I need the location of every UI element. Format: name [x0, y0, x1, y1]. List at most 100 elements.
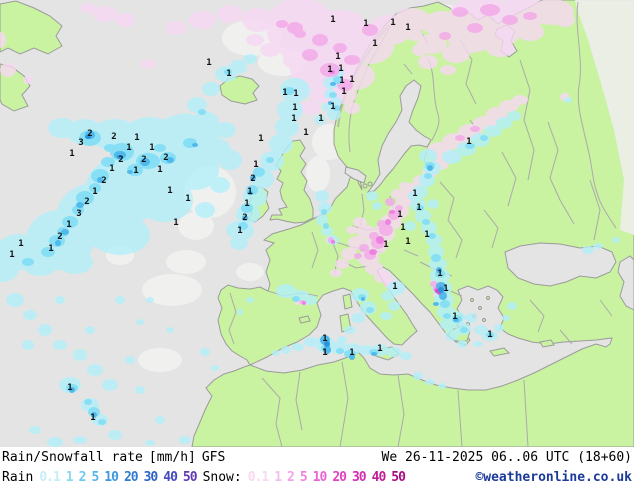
aegean-island [486, 296, 490, 300]
precip-value-label: 1 [322, 348, 327, 358]
scale-value: 40 [163, 469, 178, 485]
precip-value-label: 1 [466, 137, 471, 147]
precip-value-label: 1 [330, 102, 335, 112]
precip-value-label: 1 [69, 149, 74, 159]
precip-value-label: 1 [134, 133, 139, 143]
scale-value: 1 [65, 469, 74, 485]
snow-scale-label: Snow: [202, 469, 242, 485]
scale-value: 20 [332, 469, 347, 485]
precip-value-label: 1 [322, 334, 327, 344]
mallorca [298, 315, 311, 324]
rain-heavy-areas [55, 82, 459, 418]
precip-value-label: 1 [412, 189, 417, 199]
precip-value-label: 1 [452, 312, 457, 322]
cyprus [539, 339, 555, 348]
precip-value-label: 1 [372, 39, 377, 49]
scale-value: 30 [143, 469, 159, 485]
precip-value-label: 1 [339, 76, 344, 86]
precip-value-label: 1 [437, 269, 442, 279]
map-datetime: We 26-11-2025 06..06 UTC (18+60) [381, 449, 632, 465]
pale-east-region [575, 0, 634, 235]
precip-value-label: 1 [206, 58, 211, 68]
aegean-island [482, 318, 486, 322]
map-title: Rain/Snowfall rate [2, 449, 143, 465]
precip-value-label: 1 [66, 220, 71, 230]
precip-value-label: 2 [84, 197, 89, 207]
corsica [342, 293, 353, 310]
snow-scale-values: 0.1 1 2 5 10 20 30 40 50 [247, 469, 406, 485]
precip-value-label: 1 [226, 69, 231, 79]
precip-value-label: 2 [101, 176, 106, 186]
precip-value-label: 1 [330, 15, 335, 25]
precip-value-label: 1 [282, 88, 287, 98]
skagerrak-sea [344, 166, 367, 184]
greenland-northeast [0, 0, 63, 55]
precip-value-label: 1 [392, 282, 397, 292]
scale-value: 5 [91, 469, 99, 485]
precip-value-label: 1 [397, 210, 402, 220]
precip-value-label: 1 [109, 164, 114, 174]
precip-value-label: 1 [9, 250, 14, 260]
precip-value-label: 1 [185, 194, 190, 204]
precip-value-label: 2 [250, 174, 255, 184]
precip-value-label: 1 [318, 114, 323, 124]
danish-isle [362, 183, 368, 189]
precip-value-label: 1 [67, 383, 72, 393]
rain-light-areas [0, 54, 620, 447]
precip-value-label: 2 [87, 129, 92, 139]
precip-value-label: 1 [303, 128, 308, 138]
precip-value-label: 1 [349, 348, 354, 358]
scale-value: 2 [287, 469, 295, 485]
precip-value-label: 1 [338, 64, 343, 74]
precip-value-label: 3 [78, 138, 83, 148]
precip-value-label: 1 [157, 165, 162, 175]
precip-value-label: 3 [76, 209, 81, 219]
aegean-island [470, 298, 474, 302]
precip-value-label: 1 [341, 87, 346, 97]
scale-value: 10 [104, 469, 119, 485]
precip-value-label: 1 [327, 65, 332, 75]
precip-value-label: 1 [291, 114, 296, 124]
precip-value-label: 1 [383, 240, 388, 250]
precip-value-label: 1 [363, 19, 368, 29]
precip-value-label: 2 [242, 213, 247, 223]
precip-value-label: 1 [443, 284, 448, 294]
legend-scale-row: Rain 0.1 1 2 5 10 20 30 40 50 Snow: 0.1 1 2 5 10 20 30… [0, 467, 634, 487]
precip-value-label: 1 [92, 187, 97, 197]
scale-value: 0.1 [39, 469, 61, 485]
baltic-sea [366, 79, 432, 193]
map-units: [mm/h] [148, 449, 196, 465]
scale-value: 10 [312, 469, 328, 485]
precip-value-label: 1 [253, 160, 258, 170]
rain-intense-areas [85, 135, 444, 347]
danish-isle [367, 181, 373, 187]
sea-overlays [248, 24, 634, 391]
precip-value-label: 1 [405, 237, 410, 247]
precip-value-label: 1 [400, 223, 405, 233]
scale-value: 40 [371, 469, 387, 485]
aegean-island [478, 306, 482, 310]
rain-scale-values: 0.1 1 2 5 10 20 30 40 50 [39, 469, 197, 485]
precip-value-label: 1 [377, 344, 382, 354]
precip-value-label: 1 [405, 23, 410, 33]
precip-value-label: 2 [57, 232, 62, 242]
scale-value: 0.1 [247, 469, 270, 485]
precip-value-label: 1 [90, 413, 95, 423]
precip-value-label: 1 [424, 230, 429, 240]
precip-value-label: 1 [390, 18, 395, 28]
precip-value-label: 2 [118, 155, 123, 165]
model-name: GFS [201, 449, 226, 465]
precip-value-label: 1 [237, 226, 242, 236]
precip-value-label: 1 [173, 218, 178, 228]
crete [489, 347, 511, 357]
precip-value-label: 1 [292, 103, 297, 113]
precip-value-label: 1 [133, 166, 138, 176]
precip-value-label: 1 [293, 89, 298, 99]
scale-value: 5 [299, 469, 308, 485]
precip-value-label: 1 [18, 239, 23, 249]
precip-value-label: 1 [167, 186, 172, 196]
precip-value-label: 2 [163, 153, 168, 163]
